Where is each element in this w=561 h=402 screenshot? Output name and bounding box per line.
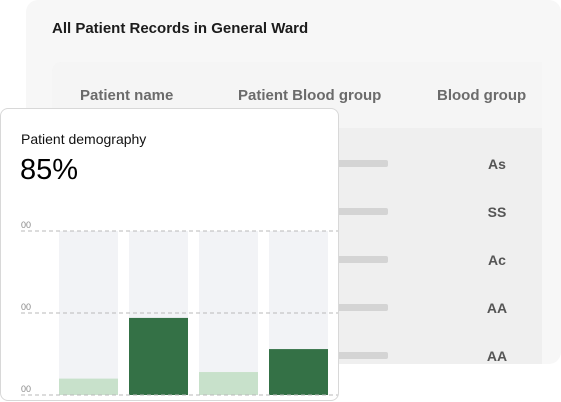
- chart-bar[interactable]: [59, 378, 118, 395]
- chart-bar[interactable]: [199, 372, 258, 395]
- blood-group-cell: As: [488, 156, 506, 172]
- demography-title: Patient demography: [21, 131, 147, 147]
- table-header: Patient name Patient Blood group Blood g…: [52, 62, 542, 128]
- column-header-patient-blood-group[interactable]: Patient Blood group: [238, 87, 382, 104]
- blood-group-cell: AA: [486, 300, 508, 316]
- column-header-patient-name[interactable]: Patient name: [80, 87, 174, 104]
- bar-track: [59, 231, 118, 395]
- bar-track: [199, 231, 258, 395]
- chart-tick-label: 00: [21, 384, 31, 394]
- blood-group-cell: Ac: [488, 252, 506, 268]
- records-title: All Patient Records in General Ward: [52, 20, 309, 37]
- blood-group-cell: SS: [487, 204, 507, 220]
- chart-bar[interactable]: [129, 317, 188, 395]
- demography-percentage: 85%: [20, 154, 79, 186]
- demography-bar-chart: 00 00 00: [21, 220, 338, 396]
- chart-bar[interactable]: [269, 349, 328, 395]
- patient-demography-card[interactable]: Patient demography 85% 00 00 00: [0, 108, 339, 401]
- chart-tick-label: 00: [21, 220, 31, 230]
- blood-group-cell: AA: [486, 348, 508, 364]
- column-header-blood-group[interactable]: Blood group: [437, 87, 527, 104]
- chart-tick-label: 00: [21, 302, 31, 312]
